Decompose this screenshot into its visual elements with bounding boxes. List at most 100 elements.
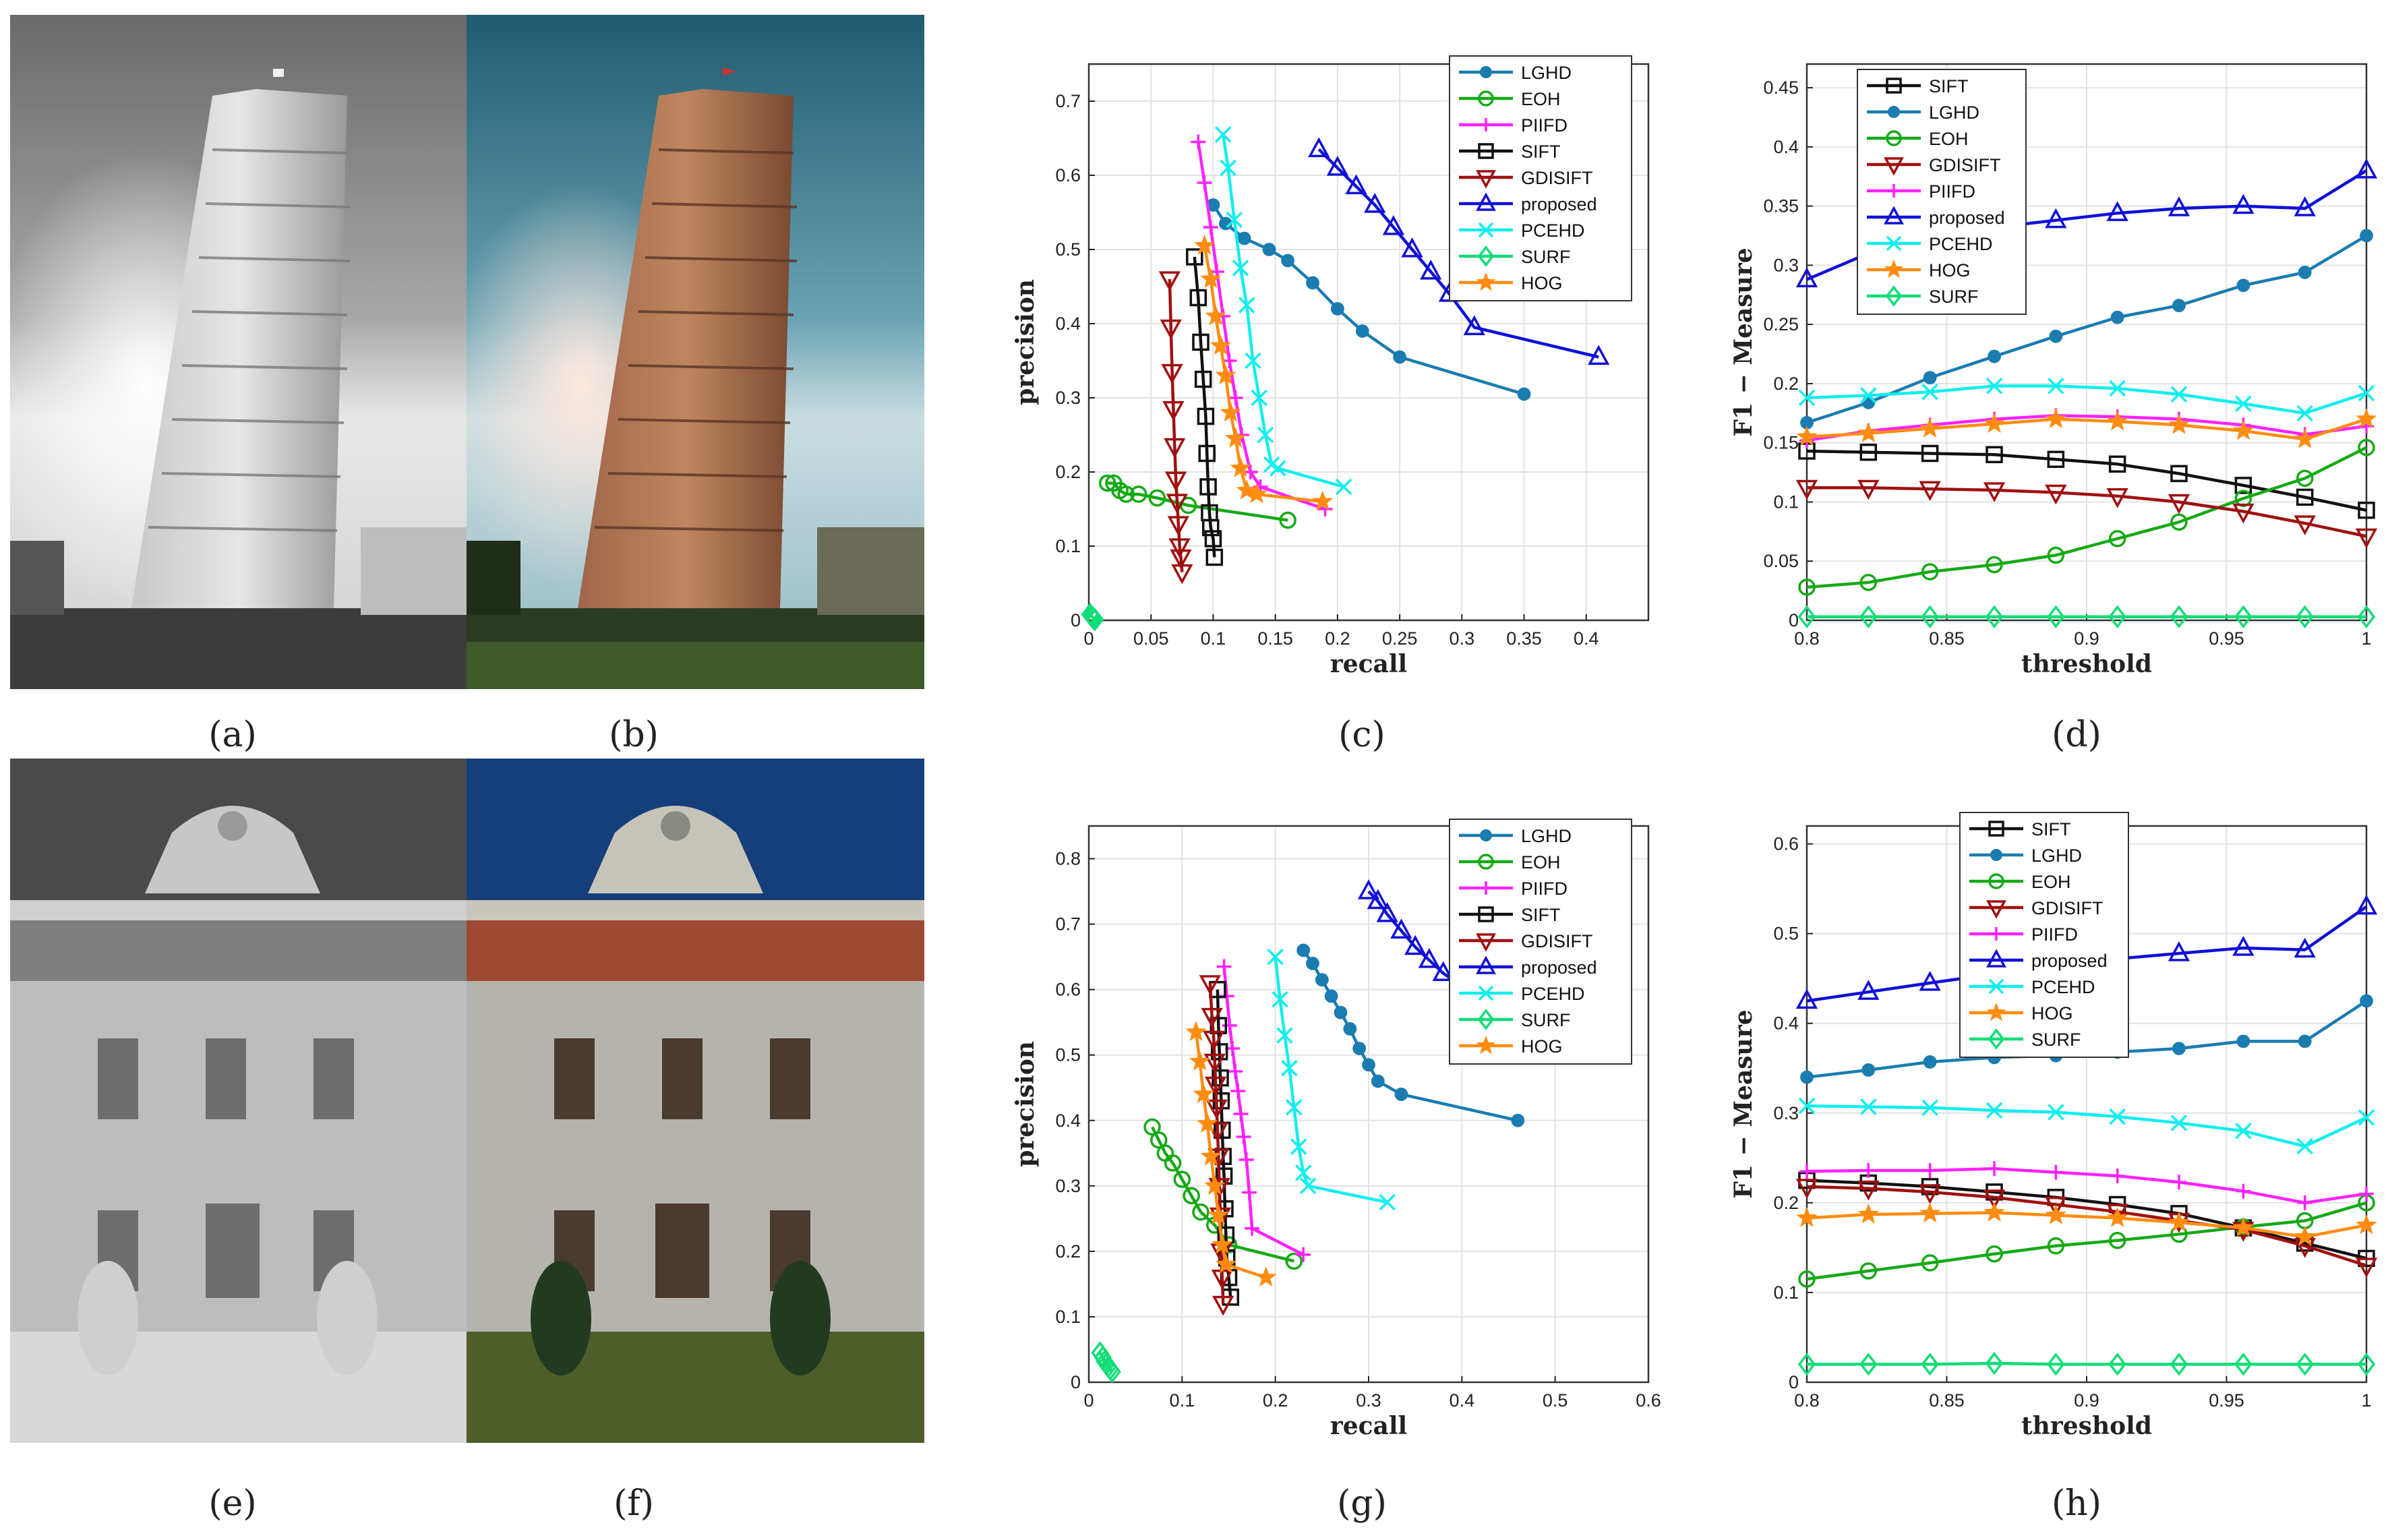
legend-label: LGHD: [1521, 826, 1572, 846]
panel-label-e: (e): [208, 1483, 257, 1524]
plot-frame: [1087, 63, 1650, 622]
data-point: [2360, 229, 2373, 243]
legend-item-GDISIFT: GDISIFT: [1459, 931, 1593, 952]
data-point: [1281, 254, 1295, 268]
data-point: [1204, 1076, 1227, 1097]
data-point: [1921, 1099, 1938, 1117]
data-point: [1432, 961, 1454, 982]
x-tick-label: 0.2: [1325, 628, 1350, 649]
data-point: [1919, 481, 1941, 502]
series-line: [1806, 449, 2367, 512]
series-SURF: [1797, 605, 2376, 628]
y-tick-label: 0.1: [1055, 536, 1081, 556]
data-point: [1860, 387, 1877, 404]
data-point: [2048, 378, 2064, 394]
data-point: [1463, 315, 1485, 336]
series-line: [1208, 982, 1225, 1304]
legend-item-SURF: SURF: [1459, 1009, 1571, 1030]
y-tick-label: 0.6: [1055, 980, 1081, 1000]
data-point: [2048, 1164, 2064, 1180]
legend-label: PIIFD: [1521, 115, 1568, 136]
legend-item-HOG: HOG: [1459, 1035, 1563, 1057]
legend-marker: [1886, 130, 1902, 146]
photo-a-tower-grayscale: [10, 15, 467, 689]
data-point: [1299, 1177, 1317, 1195]
data-point: [1130, 485, 1147, 503]
series-PIIFD: [1191, 134, 1333, 516]
data-point: [1296, 943, 1311, 957]
data-point: [1198, 444, 1216, 463]
data-point: [1170, 549, 1192, 570]
data-point: [2294, 937, 2316, 958]
chart-d: 0.8 0.85 0.9 0.95 1 0 0.05 0.1 0.15 0.2 0.25 0.3 0.3…: [1729, 63, 2378, 678]
series-SURF: [1091, 1341, 1121, 1384]
y-tick-label: 0.2: [1055, 462, 1081, 482]
x-tick-label: 0.35: [1506, 628, 1542, 649]
y-tick-label: 0.3: [1055, 388, 1081, 408]
photo-b-tower-color: [467, 15, 924, 689]
data-point: [2232, 419, 2255, 440]
series-PIIFD: [1216, 959, 1311, 1262]
data-point: [1921, 1353, 1939, 1376]
x-axis-label: threshold: [2021, 650, 2152, 678]
series-LGHD: [1800, 229, 2373, 430]
legend-label: SIFT: [2031, 819, 2071, 839]
data-point: [2234, 605, 2252, 628]
data-point: [2236, 278, 2250, 293]
legend-marker: [1480, 829, 1492, 841]
data-point: [1236, 479, 1257, 500]
data-point: [2110, 1168, 2125, 1183]
legend-label: proposed: [1521, 957, 1597, 978]
legend-item-HOG: HOG: [1867, 259, 1971, 280]
legend-label: EOH: [1521, 89, 1561, 109]
legend: LGHD EOH PIIFD SIFT GDISIFT proposed PCEHD SURF…: [1449, 819, 1632, 1065]
data-point: [1205, 1099, 1228, 1120]
data-point: [1189, 1050, 1211, 1071]
legend-label: PCEHD: [1929, 234, 1993, 254]
y-tick-label: 0.35: [1763, 196, 1799, 216]
legend-label: EOH: [2031, 872, 2071, 892]
x-tick-label: 0.4: [1450, 1390, 1475, 1411]
data-point: [1215, 1253, 1236, 1274]
data-point: [1919, 417, 1941, 438]
x-tick-label: 0: [1083, 628, 1094, 649]
legend-item-PCEHD: PCEHD: [1459, 984, 1585, 1004]
plot-frame: [1087, 825, 1650, 1384]
y-tick-label: 0.05: [1763, 551, 1799, 571]
data-point: [2168, 196, 2190, 216]
data-point: [1194, 370, 1212, 388]
data-point: [1228, 390, 1243, 405]
legend-label: EOH: [1929, 129, 1969, 149]
panel-label-b: (b): [609, 715, 659, 755]
y-tick-label: 0.2: [1773, 1193, 1799, 1213]
legend-item-PCEHD: PCEHD: [1969, 977, 2095, 997]
legend-item-GDISIFT: GDISIFT: [1867, 155, 2001, 176]
series-HOG: [1796, 1202, 2377, 1246]
data-point: [1216, 959, 1232, 974]
y-axis-label: precision: [1011, 1041, 1040, 1167]
legend-item-PCEHD: PCEHD: [1459, 220, 1585, 241]
data-point: [2235, 1123, 2252, 1139]
data-point: [1315, 973, 1329, 986]
data-point: [2045, 1204, 2066, 1224]
data-point: [1204, 530, 1222, 547]
data-point: [2298, 1034, 2312, 1048]
data-point: [2294, 1226, 2316, 1246]
data-point: [2045, 1196, 2067, 1217]
legend-marker: [1479, 881, 1493, 895]
y-axis-label: F1 − Measure: [1729, 1009, 1758, 1198]
legend-marker: [1884, 206, 1904, 225]
legend-label: SURF: [1521, 1010, 1571, 1030]
y-tick-label: 0.1: [1773, 492, 1799, 512]
data-point: [2108, 1232, 2126, 1249]
data-point: [2168, 941, 2190, 961]
legend-item-SURF: SURF: [1459, 245, 1571, 267]
data-point: [2232, 194, 2255, 214]
data-point: [1233, 1106, 1249, 1122]
legend-marker: [1476, 192, 1496, 211]
series-PIIFD: [1799, 1161, 2374, 1210]
data-point: [1795, 267, 1818, 288]
data-point: [1988, 349, 2001, 363]
series-SIFT: [1186, 248, 1224, 566]
panel-label-d: (d): [2052, 715, 2101, 755]
